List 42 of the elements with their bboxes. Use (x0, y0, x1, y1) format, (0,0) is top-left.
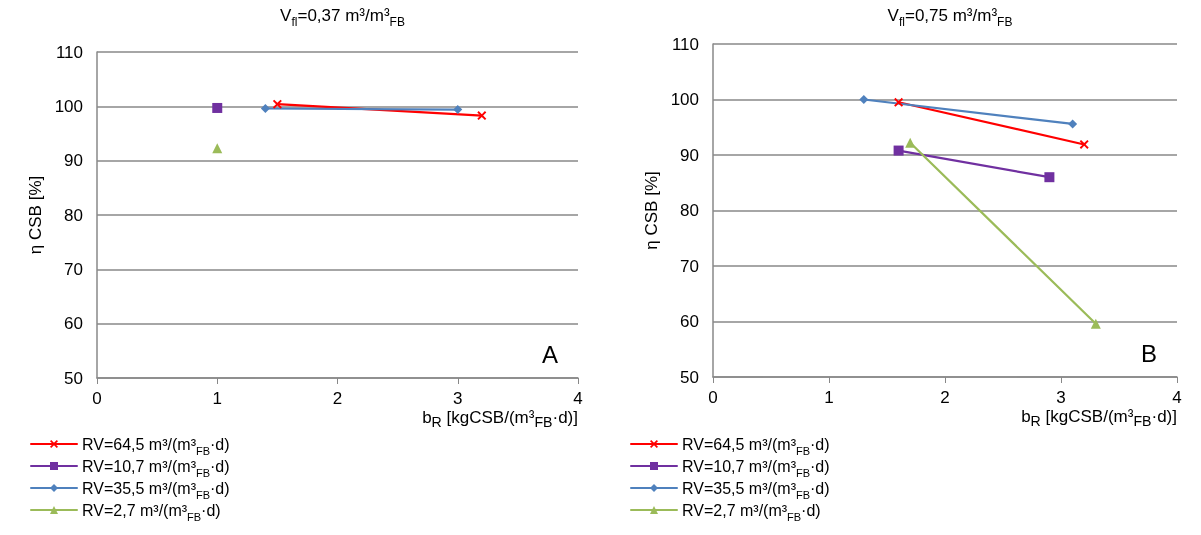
y-tick-label: 60 (64, 314, 83, 334)
x-tick-label: 3 (453, 389, 463, 408)
point (894, 97, 904, 107)
x-tick-label: 3 (1056, 388, 1066, 407)
y-tick-label: 50 (680, 367, 699, 387)
point (859, 95, 869, 104)
y-tick-label: 70 (680, 256, 699, 276)
y-tick-label: 110 (671, 34, 699, 54)
point (477, 111, 487, 121)
point (453, 105, 463, 115)
y-tick-label: 50 (64, 368, 83, 388)
y-tick-label: 70 (64, 259, 83, 279)
point (272, 99, 282, 109)
x-tick-label: 2 (940, 388, 950, 407)
y-tick-label: 100 (54, 96, 83, 116)
x-tick-label: 1 (212, 389, 222, 408)
point (893, 145, 904, 156)
annotation: A (541, 340, 559, 368)
point (1079, 139, 1089, 149)
point (1068, 119, 1078, 129)
x-tick-label: 1 (824, 388, 834, 407)
point (260, 104, 270, 114)
point (212, 143, 223, 154)
y-axis-title: η CSB [%] (25, 175, 45, 255)
x-axis-title: b$_{R}$ [kgCSB/(m³$_{FB}$·d)] (422, 408, 578, 431)
y-tick-label: 90 (680, 145, 699, 165)
annotation: B (1140, 339, 1158, 367)
y-axis-title: η CSB [%] (641, 171, 661, 250)
y-tick-label: 80 (680, 201, 699, 220)
x-axis-title: b$_{R}$ [kgCSB/(m³$_{FB}$·d)] (1021, 407, 1177, 430)
x-tick-label: 2 (332, 389, 343, 408)
x-tick-label: 0 (92, 389, 102, 408)
point (212, 102, 223, 113)
y-tick-label: 80 (64, 205, 83, 225)
x-tick-label: 4 (573, 389, 583, 408)
y-tick-label: 90 (64, 151, 83, 171)
y-tick-label: 110 (55, 42, 83, 62)
x-tick-label: 0 (708, 388, 718, 407)
y-tick-label: 60 (680, 312, 699, 331)
x-tick-label: 4 (1172, 388, 1182, 407)
y-tick-label: 100 (670, 90, 699, 109)
point (1044, 172, 1055, 183)
